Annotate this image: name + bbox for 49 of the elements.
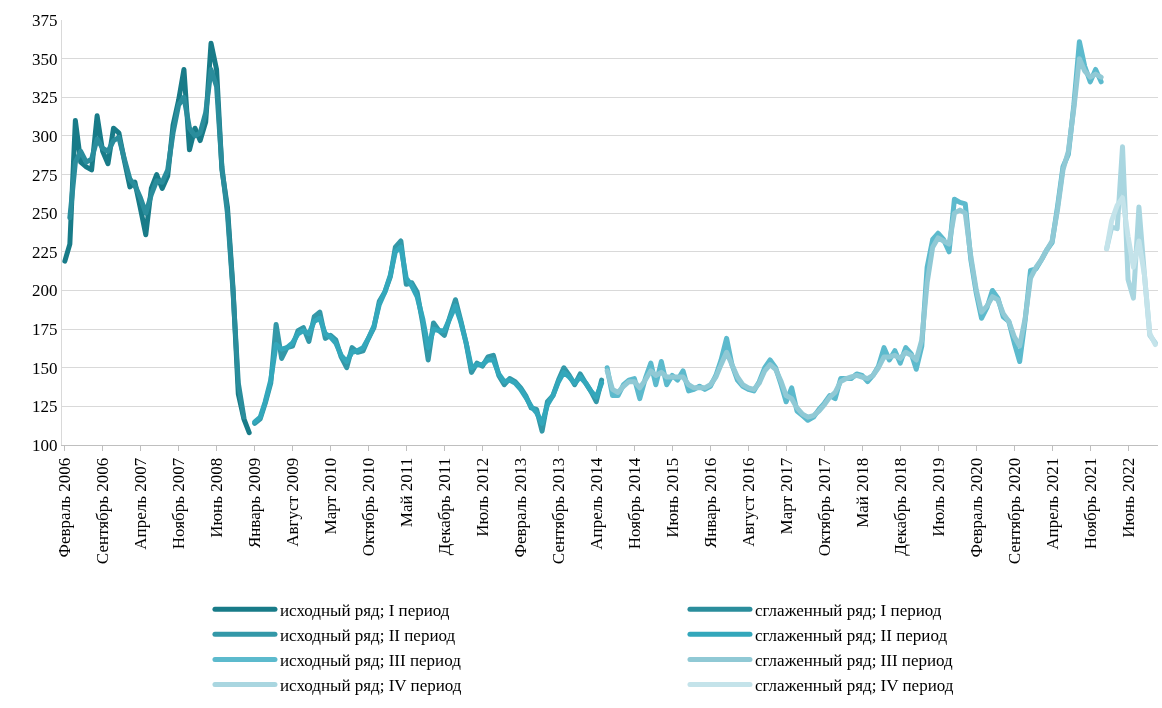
- x-tick-label: Июнь 2008: [207, 457, 227, 538]
- x-tick-label: Апрель 2007: [130, 457, 150, 550]
- x-tick-label: Февраль 2013: [511, 457, 531, 558]
- y-tick-label: 225: [32, 242, 58, 262]
- x-tick-label: Август 2016: [738, 457, 758, 547]
- y-tick-label: 350: [32, 49, 58, 69]
- x-tick-label: Сентябрь 2020: [1004, 457, 1024, 565]
- y-tick-label: 300: [32, 126, 58, 146]
- x-tick-label: Июнь 2022: [1118, 457, 1138, 538]
- x-tick-label: Октябрь 2017: [814, 457, 834, 557]
- legend-label: сглаженный ряд; III период: [754, 651, 954, 671]
- x-tick-label: Февраль 2020: [966, 457, 986, 558]
- x-tick-label: Март 2017: [776, 457, 796, 535]
- legend-label: сглаженный ряд; II период: [754, 625, 948, 645]
- y-tick-label: 175: [32, 320, 58, 340]
- y-tick-label: 200: [32, 281, 58, 301]
- x-tick-label: Ноябрь 2021: [1080, 457, 1100, 550]
- x-tick-label: Февраль 2006: [55, 457, 75, 558]
- x-tick-label: Март 2010: [320, 457, 340, 535]
- x-tick-label: Май 2011: [396, 457, 416, 528]
- legend-label: исходный ряд; II период: [279, 625, 456, 645]
- x-tick-label: Июль 2019: [928, 457, 948, 537]
- x-tick-label: Январь 2009: [245, 457, 265, 549]
- x-tick-label: Январь 2016: [700, 457, 720, 549]
- x-tick-label: Ноябрь 2014: [624, 457, 644, 550]
- x-tick-label: Август 2009: [283, 457, 303, 547]
- x-tick-label: Апрель 2021: [1042, 457, 1062, 550]
- x-tick-label: Сентябрь 2006: [93, 457, 113, 565]
- x-tick-label: Сентябрь 2013: [549, 457, 569, 565]
- x-tick-label: Июль 2012: [472, 457, 492, 537]
- y-tick-label: 100: [32, 435, 58, 455]
- y-tick-label: 325: [32, 88, 58, 108]
- y-tick-label: 275: [32, 165, 58, 185]
- x-tick-label: Октябрь 2010: [358, 457, 378, 557]
- x-tick-label: Май 2018: [852, 457, 872, 528]
- x-tick-label: Апрель 2014: [586, 457, 606, 550]
- legend-label: исходный ряд; III период: [279, 651, 462, 671]
- legend-label: сглаженный ряд; I период: [754, 600, 942, 620]
- x-tick-label: Ноябрь 2007: [169, 457, 189, 550]
- legend-label: сглаженный ряд; IV период: [754, 676, 954, 696]
- x-tick-label: Июнь 2015: [662, 457, 682, 538]
- x-tick-label: Декабрь 2018: [890, 457, 910, 556]
- y-tick-label: 375: [32, 10, 58, 30]
- y-tick-label: 125: [32, 397, 58, 417]
- legend-label: исходный ряд; I период: [279, 600, 450, 620]
- y-tick-label: 150: [32, 358, 58, 378]
- x-tick-label: Декабрь 2011: [434, 457, 454, 556]
- legend-label: исходный ряд; IV период: [279, 676, 462, 696]
- y-tick-label: 250: [32, 204, 58, 224]
